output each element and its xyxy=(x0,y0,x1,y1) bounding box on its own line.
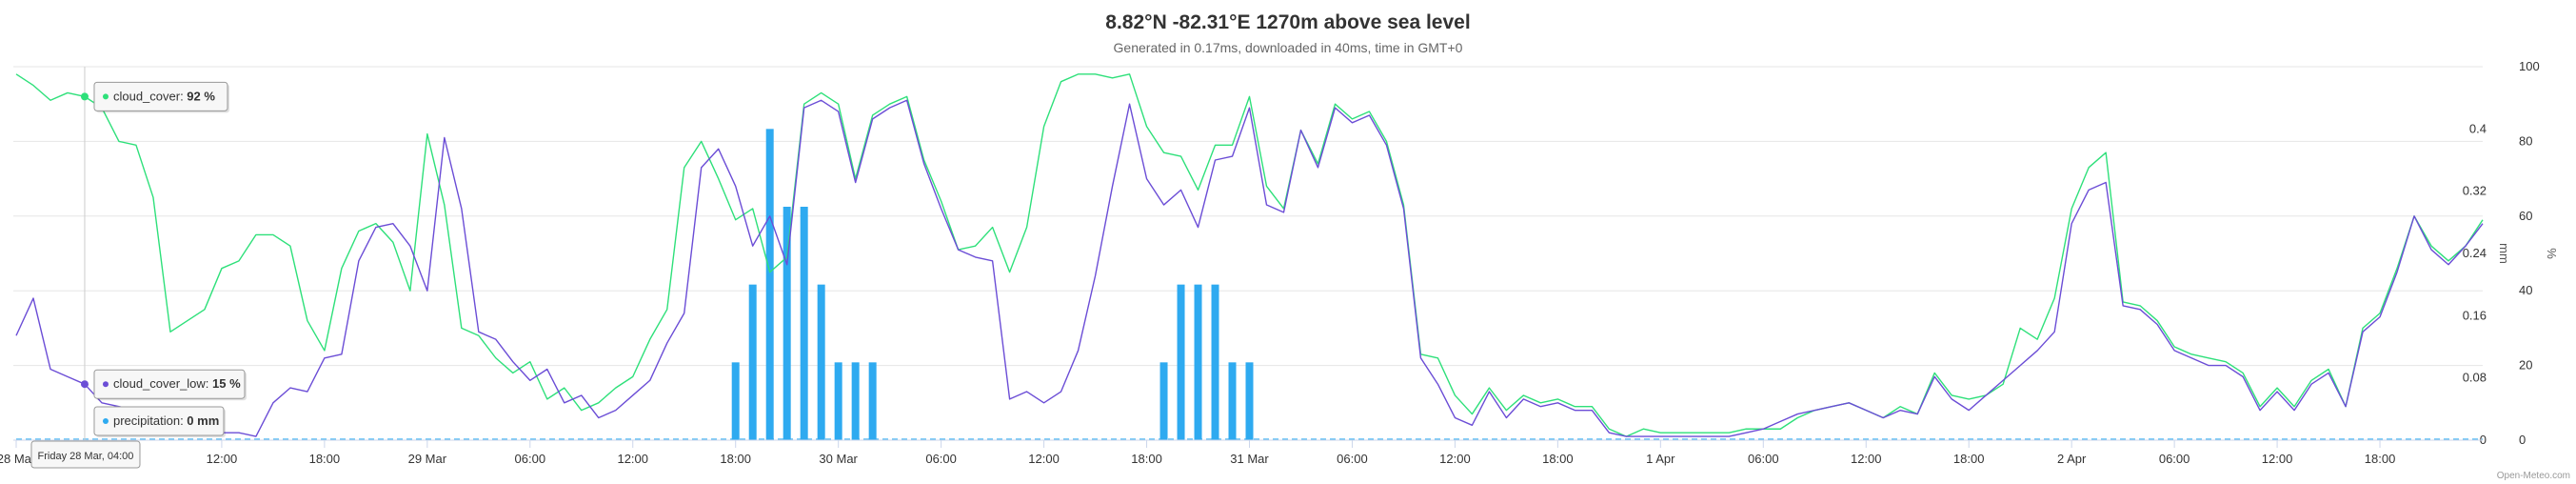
x-tick-label: 06:00 xyxy=(515,452,546,466)
y-tick-label-mm: 0.4 xyxy=(2469,121,2487,135)
precipitation-bar xyxy=(765,129,774,441)
x-tick-label: 18:00 xyxy=(1131,452,1162,466)
cloud_cover-marker xyxy=(80,92,89,101)
credit-text[interactable]: Open-Meteo.com xyxy=(2497,471,2570,481)
x-tick-label: 12:00 xyxy=(1028,452,1060,466)
tooltip-label: cloud_cover: 92 % xyxy=(113,89,215,103)
tooltip-time: Friday 28 Mar, 04:00 xyxy=(30,440,141,469)
x-tick-label: 18:00 xyxy=(720,452,751,466)
precipitation-bar xyxy=(1194,284,1202,440)
time-label: Friday 28 Mar, 04:00 xyxy=(38,451,134,462)
precipitation-bar xyxy=(1228,362,1237,440)
precipitation-bar xyxy=(834,362,842,440)
tooltip-series-dot xyxy=(102,418,109,424)
precipitation-bar xyxy=(1211,284,1219,440)
x-tick-label: 06:00 xyxy=(1748,452,1779,466)
precipitation-bar xyxy=(731,362,740,440)
x-tick-label: 12:00 xyxy=(617,452,648,466)
x-tick-label: 18:00 xyxy=(2365,452,2396,466)
x-tick-label: 12:00 xyxy=(1439,452,1471,466)
y-tick-label-percent: 80 xyxy=(2519,133,2532,148)
tooltip-cloud_cover_low: cloud_cover_low: 15 % xyxy=(93,369,247,401)
precipitation-bar xyxy=(817,284,825,440)
y-tick-label-percent: 0 xyxy=(2519,433,2526,447)
x-tick-label: 06:00 xyxy=(2159,452,2190,466)
precipitation-bar xyxy=(800,207,808,440)
precipitation-bar xyxy=(868,362,877,440)
y-tick-label-mm: 0.24 xyxy=(2463,246,2487,260)
y-tick-label-mm: 0.08 xyxy=(2463,371,2487,385)
y-tick-label-mm: 0.16 xyxy=(2463,308,2487,322)
x-tick-label: 1 Apr xyxy=(1646,452,1675,466)
x-tick-label: 06:00 xyxy=(925,452,957,466)
precipitation-bar xyxy=(783,207,791,440)
x-tick-label: 12:00 xyxy=(1851,452,1882,466)
tooltip-cloud_cover: cloud_cover: 92 % xyxy=(93,81,229,113)
x-tick-label: 30 Mar xyxy=(819,452,858,466)
x-tick-label: 28 Mar xyxy=(0,452,36,466)
tooltip-box xyxy=(93,406,225,436)
tooltip-series-dot xyxy=(102,93,109,100)
y-axis-title-mm: mm xyxy=(2497,243,2511,264)
tooltip-box xyxy=(93,369,246,399)
y-tick-label-mm: 0.32 xyxy=(2463,184,2487,198)
tooltip-label: cloud_cover_low: 15 % xyxy=(113,376,241,391)
x-tick-label: 06:00 xyxy=(1337,452,1368,466)
chart-title: 8.82°N -82.31°E 1270m above sea level xyxy=(1105,11,1471,33)
chart-subtitle: Generated in 0.17ms, downloaded in 40ms,… xyxy=(1113,40,1463,55)
cloud_cover-line xyxy=(15,73,2484,437)
y-tick-label-percent: 20 xyxy=(2519,358,2532,373)
tooltip-box xyxy=(93,81,228,111)
y-axis-title-percent: % xyxy=(2545,248,2559,259)
precipitation-bar xyxy=(1245,362,1254,440)
x-tick-label: 29 Mar xyxy=(408,452,447,466)
x-tick-label: 31 Mar xyxy=(1230,452,1269,466)
tooltip-series-dot xyxy=(102,381,109,388)
cloud_cover_low-marker xyxy=(80,380,89,389)
time-label-box xyxy=(30,440,141,469)
x-tick-label: 12:00 xyxy=(207,452,238,466)
tooltip-label: precipitation: 0 mm xyxy=(113,413,219,428)
tooltip-precipitation: precipitation: 0 mm xyxy=(93,406,226,437)
y-tick-label-percent: 40 xyxy=(2519,283,2532,297)
precipitation-bar xyxy=(1177,284,1185,440)
y-tick-label-percent: 100 xyxy=(2519,59,2540,73)
x-tick-label: 18:00 xyxy=(1542,452,1574,466)
precipitation-bar xyxy=(1159,362,1168,440)
cloud_cover_low-line xyxy=(15,99,2484,437)
precipitation-bar xyxy=(748,284,757,440)
x-tick-label: 2 Apr xyxy=(2057,452,2087,466)
x-tick-label: 18:00 xyxy=(1953,452,1985,466)
precipitation-bar xyxy=(851,362,860,440)
x-tick-label: 18:00 xyxy=(309,452,341,466)
y-tick-label-percent: 60 xyxy=(2519,209,2532,223)
x-tick-label: 12:00 xyxy=(2262,452,2293,466)
y-tick-label-mm: 0 xyxy=(2480,433,2487,447)
